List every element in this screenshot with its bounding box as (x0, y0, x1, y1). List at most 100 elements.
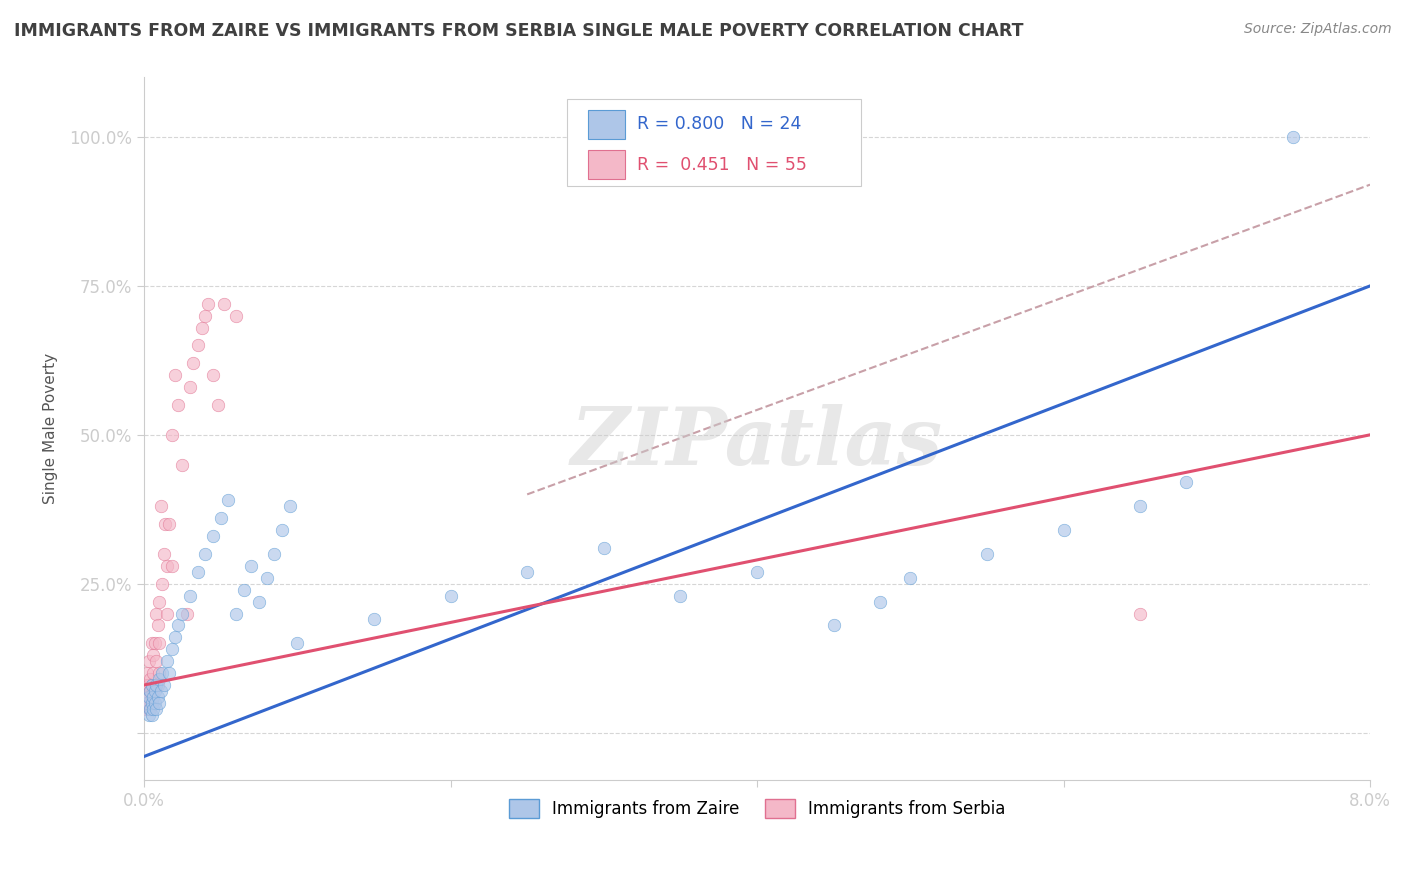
Point (516, 565, 538, 579)
Point (156, 607, 179, 621)
Point (160, 427, 183, 442)
Point (1129, 500, 1152, 514)
Point (146, 690, 169, 704)
Point (142, 690, 165, 704)
Point (256, 571, 278, 585)
Point (1129, 607, 1152, 621)
Point (898, 571, 921, 585)
Point (138, 702, 160, 716)
Point (247, 594, 270, 608)
Text: R = 0.800   N = 24: R = 0.800 N = 24 (637, 115, 801, 133)
Point (156, 654, 179, 668)
Point (194, 309, 217, 323)
Point (187, 338, 209, 352)
Text: Source: ZipAtlas.com: Source: ZipAtlas.com (1244, 22, 1392, 37)
Point (869, 594, 891, 608)
Point (142, 648, 165, 663)
Point (1052, 523, 1074, 537)
Point (194, 547, 217, 561)
Point (207, 398, 229, 412)
Point (136, 690, 159, 704)
Point (141, 707, 163, 722)
Point (146, 678, 169, 692)
Point (1282, 130, 1305, 145)
Point (152, 576, 174, 591)
Bar (588, 150, 624, 179)
Point (136, 666, 159, 681)
Point (176, 607, 198, 621)
Point (187, 565, 209, 579)
Point (142, 666, 165, 681)
Point (225, 607, 247, 621)
Point (145, 654, 167, 668)
Point (201, 368, 224, 383)
Point (179, 589, 201, 603)
Text: ZIPatlas: ZIPatlas (571, 404, 943, 482)
Point (141, 678, 163, 692)
Point (142, 684, 165, 698)
Point (138, 678, 160, 692)
Point (285, 636, 308, 650)
Point (143, 696, 166, 710)
Point (363, 612, 385, 626)
Point (160, 558, 183, 573)
Text: IMMIGRANTS FROM ZAIRE VS IMMIGRANTS FROM SERBIA SINGLE MALE POVERTY CORRELATION : IMMIGRANTS FROM ZAIRE VS IMMIGRANTS FROM… (14, 22, 1024, 40)
Point (278, 500, 301, 514)
Point (141, 696, 163, 710)
Y-axis label: Single Male Poverty: Single Male Poverty (44, 353, 58, 505)
Point (166, 398, 188, 412)
Point (138, 707, 160, 722)
Point (145, 702, 167, 716)
Point (263, 547, 285, 561)
FancyBboxPatch shape (567, 98, 862, 186)
Bar (588, 110, 624, 139)
Point (745, 565, 768, 579)
Point (149, 684, 172, 698)
Point (141, 696, 163, 710)
Point (209, 511, 232, 525)
Point (148, 594, 170, 608)
Point (139, 702, 162, 716)
Point (136, 696, 159, 710)
Point (191, 320, 214, 334)
Point (152, 666, 174, 681)
Point (135, 690, 157, 704)
Point (148, 696, 170, 710)
Point (139, 702, 162, 716)
Point (149, 500, 172, 514)
Point (172, 607, 194, 621)
Point (139, 672, 162, 686)
Point (138, 654, 160, 668)
Point (142, 702, 165, 716)
Point (240, 558, 263, 573)
Point (141, 636, 163, 650)
Point (153, 678, 176, 692)
Point (172, 458, 194, 472)
Point (136, 678, 159, 692)
Point (217, 493, 239, 508)
Point (136, 696, 159, 710)
Point (166, 618, 188, 632)
Legend: Immigrants from Zaire, Immigrants from Serbia: Immigrants from Zaire, Immigrants from S… (502, 793, 1012, 825)
Point (143, 678, 166, 692)
Point (163, 368, 186, 383)
Point (163, 631, 186, 645)
Point (145, 678, 167, 692)
Point (157, 517, 180, 532)
Point (197, 297, 219, 311)
Point (141, 678, 163, 692)
Point (976, 547, 998, 561)
Point (156, 558, 179, 573)
Point (157, 666, 180, 681)
Point (139, 684, 162, 698)
Point (138, 690, 160, 704)
Point (146, 618, 169, 632)
Point (135, 696, 157, 710)
Point (225, 309, 247, 323)
Point (592, 541, 614, 555)
Point (212, 297, 235, 311)
Point (155, 517, 177, 532)
Point (145, 607, 167, 621)
Point (201, 529, 224, 543)
Point (143, 636, 166, 650)
